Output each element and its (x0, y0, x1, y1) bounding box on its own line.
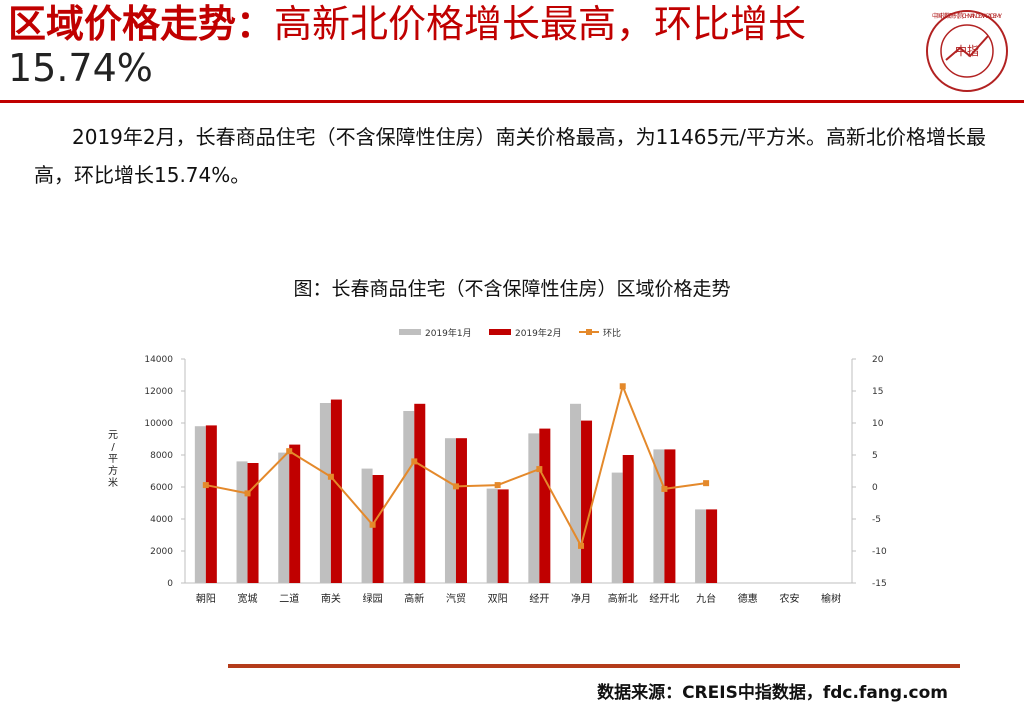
y-tick-label: 8000 (150, 451, 173, 461)
mom-point (536, 466, 543, 473)
y2-tick-label: 20 (872, 355, 884, 365)
title-keyword: 区域价格走势： (8, 2, 275, 46)
x-tick-label: 双阳 (488, 593, 508, 605)
x-tick-label: 汽贸 (446, 592, 466, 605)
x-tick-label: 宽城 (238, 592, 258, 605)
y-tick-label: 4000 (150, 515, 173, 525)
y-tick-label: 12000 (144, 387, 173, 397)
legend-label-feb: 2019年2月 (515, 327, 562, 339)
footer-divider (228, 664, 960, 668)
bar-feb (539, 428, 551, 583)
bar-jan (611, 472, 623, 583)
x-tick-label: 榆树 (821, 592, 841, 605)
x-tick-label: 高新 (404, 592, 424, 605)
mom-point (619, 383, 626, 390)
y2-tick-label: -15 (872, 579, 887, 589)
bar-jan (695, 509, 707, 583)
y-axis-label-char: 方 (108, 464, 118, 477)
x-tick-label: 经开 (529, 592, 549, 605)
mom-point (244, 490, 251, 497)
y2-tick-label: 10 (872, 419, 884, 429)
mom-point (369, 521, 376, 528)
logo: 中指 中国指数研究院 CHINA INDEX ACADEMY (924, 8, 1010, 94)
legend-label-mom: 环比 (603, 327, 621, 339)
y2-tick-label: -10 (872, 547, 887, 557)
y-tick-label: 10000 (144, 419, 173, 429)
data-source: 数据来源：CREIS中指数据，fdc.fang.com (597, 683, 948, 703)
legend-label-jan: 2019年1月 (425, 327, 472, 339)
x-tick-label: 绿园 (363, 592, 383, 605)
bar-jan (319, 403, 331, 583)
mom-point (411, 458, 418, 465)
y2-tick-label: 5 (872, 451, 878, 461)
bar-feb (455, 438, 467, 583)
logo-text: 中指 (955, 43, 979, 58)
y-tick-label: 0 (167, 579, 173, 589)
x-tick-label: 九台 (696, 592, 716, 605)
bar-jan (278, 452, 290, 583)
y2-tick-label: 15 (872, 387, 883, 397)
title-percent: 15.74% (8, 46, 153, 90)
x-tick-label: 朝阳 (196, 593, 216, 605)
price-trend-chart: 0 2000 4000 6000 8000 10000 12000 14000 -15 -10 -5… (108, 327, 887, 605)
legend-swatch-feb (489, 329, 511, 335)
legend-marker-mom (586, 329, 592, 335)
x-tick-label: 经开北 (649, 592, 679, 605)
y-axis-label-char: 元 (108, 430, 118, 441)
mom-point (578, 542, 585, 549)
y-axis-label-char: 米 (108, 476, 118, 489)
mom-point (327, 473, 334, 480)
y2-tick-label: 0 (872, 483, 878, 493)
legend-swatch-jan (399, 329, 421, 335)
mom-point (494, 482, 501, 489)
x-tick-label: 南关 (321, 592, 341, 605)
bar-jan (486, 488, 498, 583)
bar-jan (570, 403, 582, 583)
bar-jan (403, 411, 415, 583)
bar-jan (528, 433, 540, 583)
bar-feb (372, 475, 384, 583)
x-tick-label: 德惠 (738, 592, 758, 605)
bar-jan (194, 426, 206, 583)
mom-point (286, 448, 293, 455)
x-tick-label: 二道 (279, 592, 299, 605)
page-title: 区域价格走势：高新北价格增长最高，环比增长 15.74% (8, 2, 908, 90)
summary-paragraph: 2019年2月，长春商品住宅（不含保障性住房）南关价格最高，为11465元/平方… (34, 125, 986, 187)
bar-feb (247, 463, 259, 583)
bar-feb (581, 420, 593, 583)
bar-feb (414, 403, 426, 583)
y2-tick-label: -5 (872, 515, 881, 525)
y-axis-label-char: / (111, 442, 115, 453)
chart-caption: 图：长春商品住宅（不含保障性住房）区域价格走势 (293, 278, 731, 300)
bar-feb (330, 399, 342, 583)
bar-jan (653, 449, 665, 583)
y-tick-label: 2000 (150, 547, 173, 557)
header-divider (0, 100, 1024, 103)
logo-ring-text: 中国指数研究院 CHINA INDEX ACADEMY (932, 12, 1002, 20)
bar-feb (205, 425, 217, 583)
bar-feb (289, 444, 301, 583)
mom-point (703, 480, 710, 487)
bar-feb (497, 489, 509, 583)
bar-jan (444, 438, 456, 583)
bar-feb (706, 509, 718, 583)
bar-jan (236, 461, 248, 583)
bar-feb (622, 455, 634, 583)
x-tick-label: 高新北 (608, 592, 638, 605)
bar-feb (664, 449, 676, 583)
x-tick-label: 净月 (571, 592, 591, 605)
mom-point (452, 483, 459, 490)
bar-jan (361, 468, 373, 583)
x-tick-label: 农安 (779, 592, 799, 605)
y-axis-label-char: 平 (108, 454, 118, 465)
y-tick-label: 14000 (144, 355, 173, 365)
y-tick-label: 6000 (150, 483, 173, 493)
title-text: 高新北价格增长最高，环比增长 (274, 2, 807, 46)
mom-point (661, 485, 668, 492)
mom-point (202, 482, 209, 489)
